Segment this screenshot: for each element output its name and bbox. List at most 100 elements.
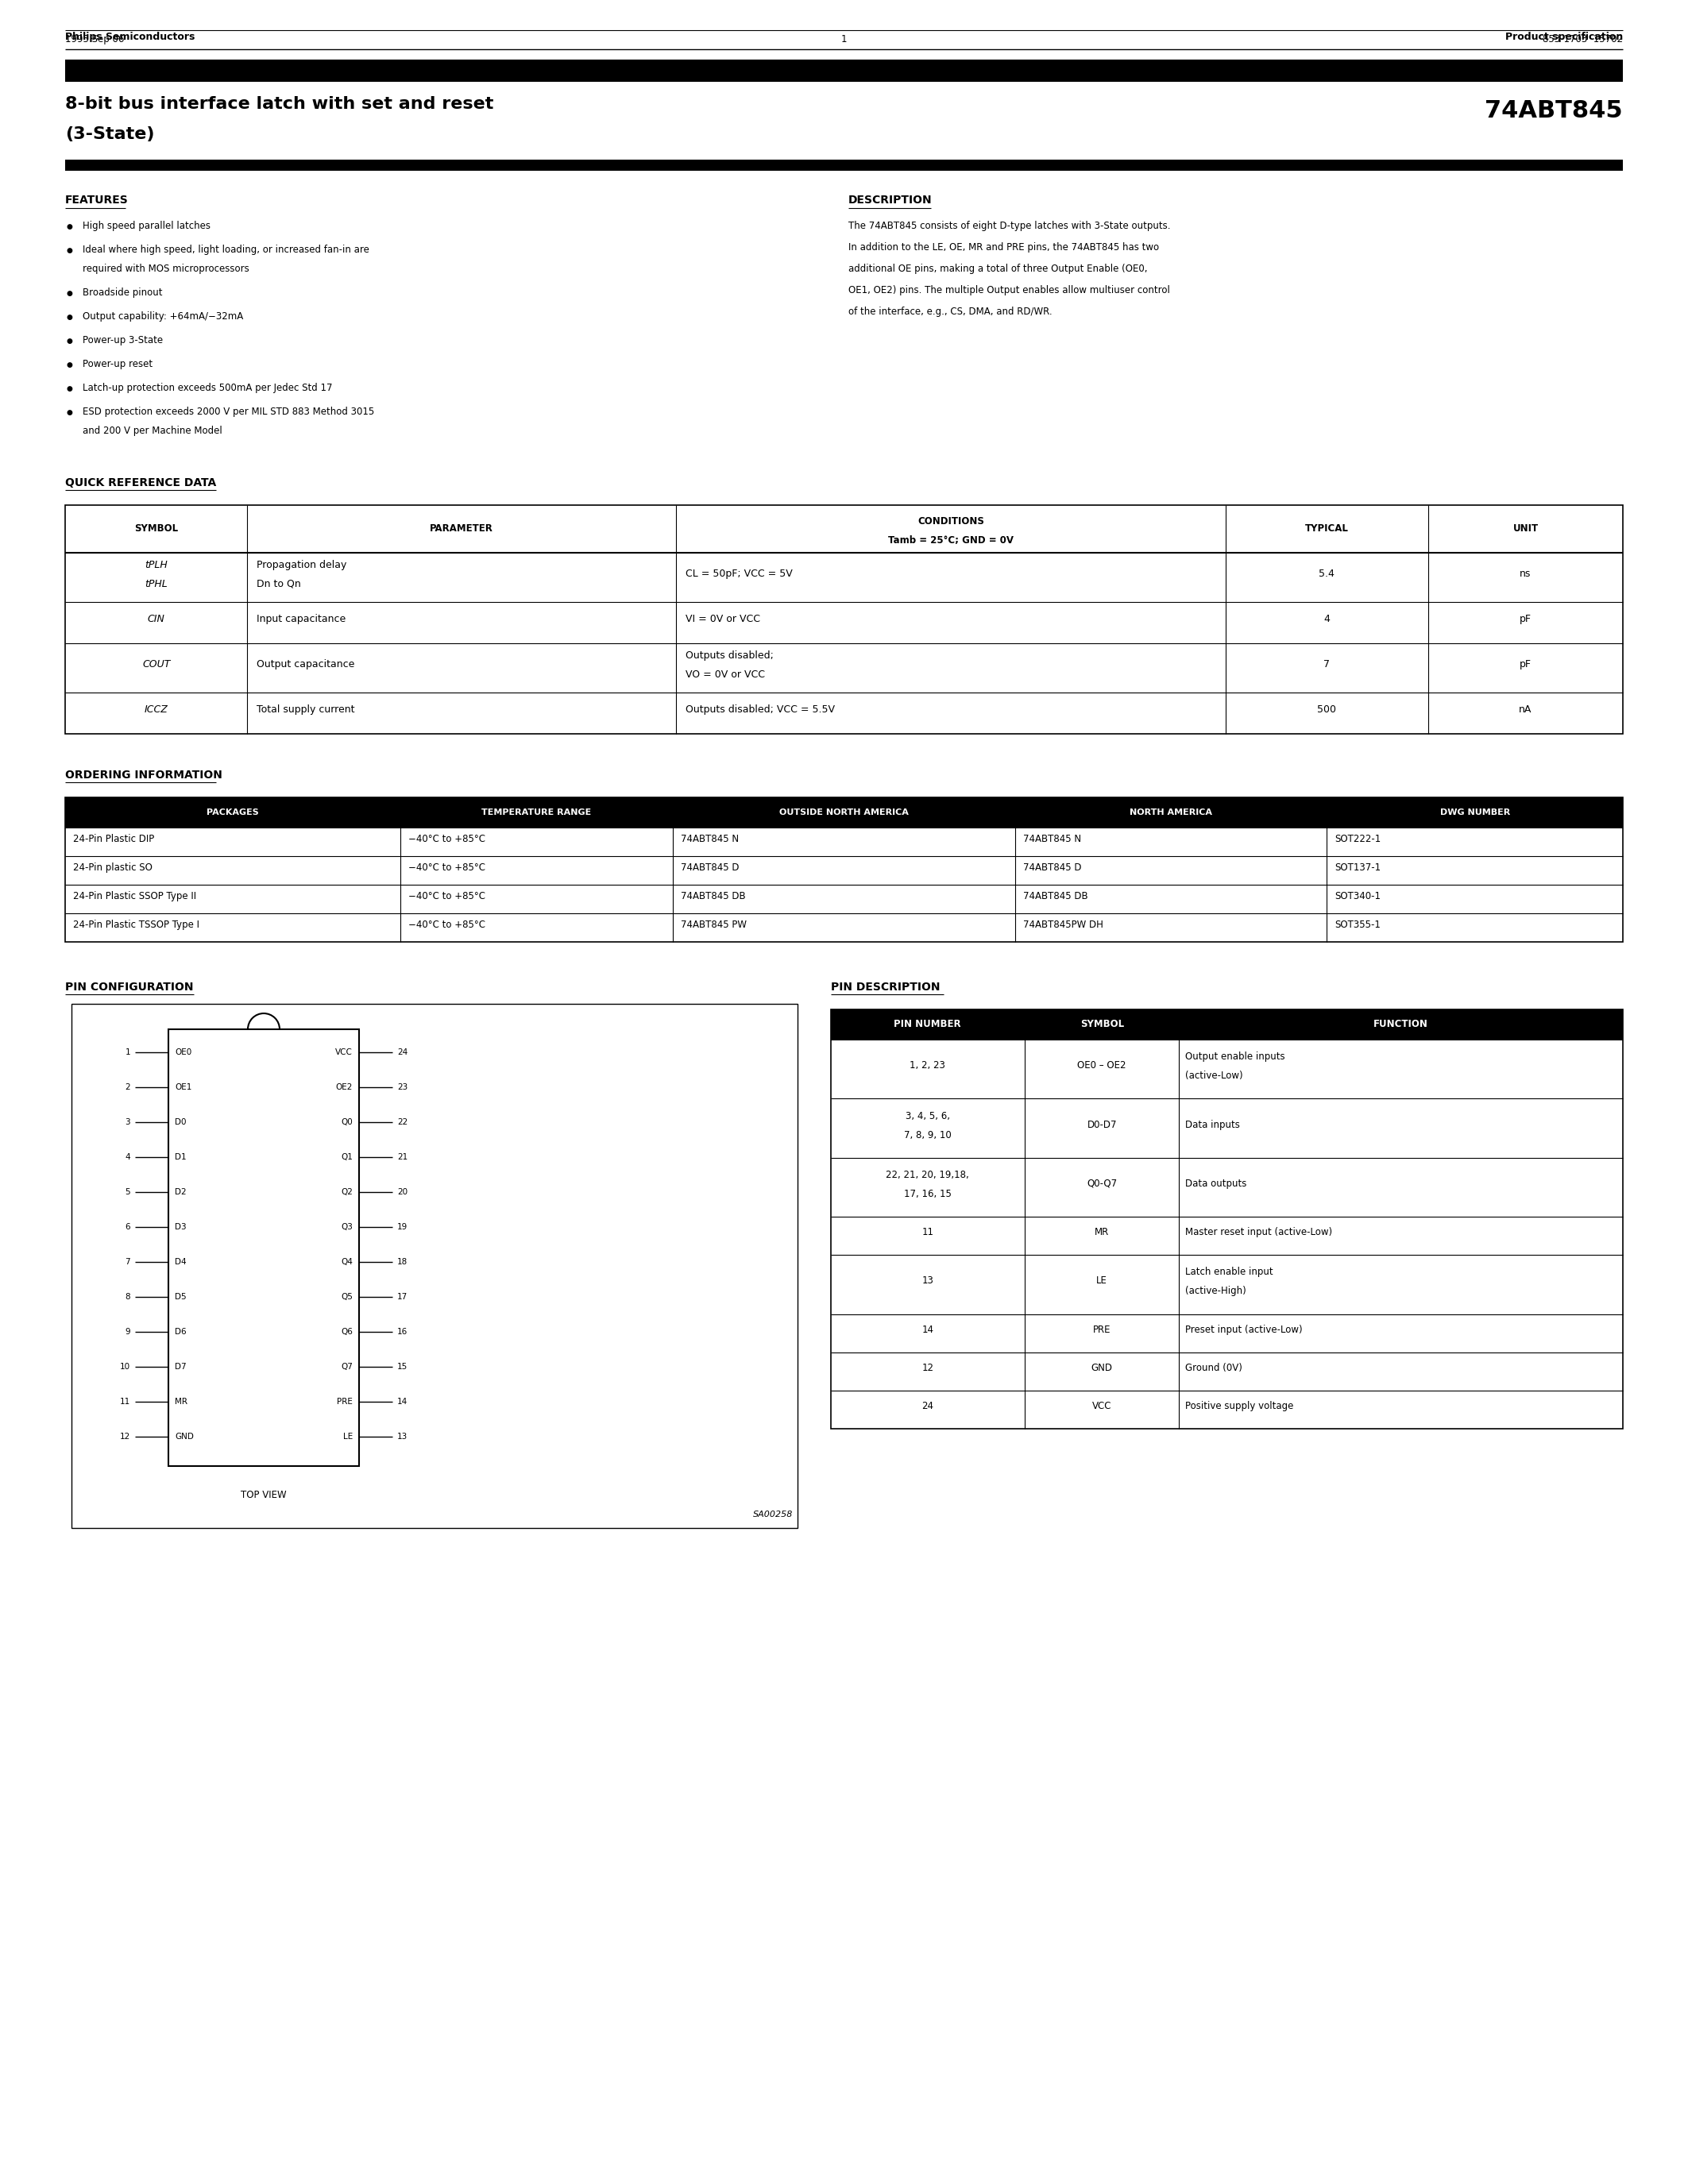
Text: (3-State): (3-State) (66, 127, 155, 142)
Text: PRE: PRE (1094, 1324, 1111, 1334)
Text: Power-up reset: Power-up reset (83, 358, 152, 369)
Text: 7: 7 (125, 1258, 130, 1265)
Text: OUTSIDE NORTH AMERICA: OUTSIDE NORTH AMERICA (780, 808, 908, 817)
Text: Q2: Q2 (341, 1188, 353, 1195)
Text: 17, 16, 15: 17, 16, 15 (903, 1188, 952, 1199)
Text: D5: D5 (176, 1293, 186, 1299)
Text: Q4: Q4 (341, 1258, 353, 1265)
Text: ●: ● (68, 384, 73, 393)
Text: Q6: Q6 (341, 1328, 353, 1334)
Text: TOP VIEW: TOP VIEW (241, 1489, 287, 1500)
Text: Q3: Q3 (341, 1223, 353, 1230)
Text: COUT: COUT (142, 660, 170, 670)
Text: Positive supply voltage: Positive supply voltage (1185, 1400, 1295, 1411)
Text: D6: D6 (176, 1328, 186, 1334)
Text: 74ABT845 N: 74ABT845 N (680, 834, 739, 845)
Text: MR: MR (176, 1398, 187, 1404)
Text: Output capability: +64mA/−32mA: Output capability: +64mA/−32mA (83, 312, 243, 321)
Text: 15: 15 (397, 1363, 408, 1369)
Text: High speed parallel latches: High speed parallel latches (83, 221, 211, 232)
Text: NORTH AMERICA: NORTH AMERICA (1129, 808, 1212, 817)
Text: 17: 17 (397, 1293, 408, 1299)
Text: PACKAGES: PACKAGES (206, 808, 258, 817)
Text: ●: ● (68, 339, 73, 345)
Text: VI = 0V or VCC: VI = 0V or VCC (685, 614, 760, 625)
Text: ●: ● (68, 247, 73, 253)
Text: ●: ● (68, 223, 73, 229)
Text: SOT222-1: SOT222-1 (1335, 834, 1381, 845)
Text: ORDERING INFORMATION: ORDERING INFORMATION (66, 769, 223, 780)
Text: pF: pF (1519, 614, 1531, 625)
Text: 1, 2, 23: 1, 2, 23 (910, 1061, 945, 1070)
Text: In addition to the LE, OE, MR and PRE pins, the 74ABT845 has two: In addition to the LE, OE, MR and PRE pi… (847, 242, 1160, 253)
Text: Propagation delay: Propagation delay (257, 559, 348, 570)
Text: DESCRIPTION: DESCRIPTION (847, 194, 932, 205)
Text: Total supply current: Total supply current (257, 705, 354, 714)
Text: 24: 24 (922, 1400, 933, 1411)
Text: 16: 16 (397, 1328, 408, 1334)
Text: 74ABT845 D: 74ABT845 D (680, 863, 739, 874)
Text: 853-1703  15702: 853-1703 15702 (1543, 35, 1622, 44)
Text: 1: 1 (125, 1048, 130, 1055)
Text: TYPICAL: TYPICAL (1305, 524, 1349, 535)
Text: Master reset input (active-Low): Master reset input (active-Low) (1185, 1227, 1332, 1238)
Text: 23: 23 (397, 1083, 408, 1090)
Text: 24-Pin plastic SO: 24-Pin plastic SO (73, 863, 152, 874)
Text: DWG NUMBER: DWG NUMBER (1440, 808, 1511, 817)
Bar (66, 797, 1622, 941)
Text: MR: MR (1096, 1227, 1109, 1238)
Text: 74ABT845 DB: 74ABT845 DB (680, 891, 746, 902)
Text: 20: 20 (397, 1188, 407, 1195)
Text: CIN: CIN (147, 614, 165, 625)
Text: 1: 1 (841, 35, 847, 44)
Text: 74ABT845 D: 74ABT845 D (1023, 863, 1082, 874)
Text: GND: GND (1090, 1363, 1112, 1374)
Text: UNIT: UNIT (1512, 524, 1538, 535)
Text: 8: 8 (125, 1293, 130, 1299)
Text: ICCZ: ICCZ (145, 705, 169, 714)
Text: Data inputs: Data inputs (1185, 1120, 1241, 1129)
Text: Q1: Q1 (341, 1153, 353, 1160)
Text: The 74ABT845 consists of eight D-type latches with 3-State outputs.: The 74ABT845 consists of eight D-type la… (847, 221, 1170, 232)
Text: 24-Pin Plastic DIP: 24-Pin Plastic DIP (73, 834, 154, 845)
Text: D0-D7: D0-D7 (1087, 1120, 1117, 1129)
Text: ns: ns (1519, 568, 1531, 579)
Text: nA: nA (1519, 705, 1533, 714)
Text: 7: 7 (1323, 660, 1330, 670)
Text: ●: ● (68, 360, 73, 369)
Text: 7, 8, 9, 10: 7, 8, 9, 10 (903, 1129, 952, 1140)
Text: D1: D1 (176, 1153, 186, 1160)
Text: Tamb = 25°C; GND = 0V: Tamb = 25°C; GND = 0V (888, 535, 1013, 546)
Text: 1995 Sep 06: 1995 Sep 06 (66, 35, 125, 44)
Text: 11: 11 (922, 1227, 933, 1238)
Text: 3: 3 (125, 1118, 130, 1125)
Bar (66, 505, 1622, 734)
Text: 8-bit bus interface latch with set and reset: 8-bit bus interface latch with set and r… (66, 96, 493, 111)
Text: SA00258: SA00258 (753, 1511, 793, 1518)
Text: 24-Pin Plastic TSSOP Type I: 24-Pin Plastic TSSOP Type I (73, 919, 199, 930)
Text: −40°C to +85°C: −40°C to +85°C (408, 863, 484, 874)
Text: VCC: VCC (336, 1048, 353, 1055)
Text: −40°C to +85°C: −40°C to +85°C (408, 834, 484, 845)
Text: D4: D4 (176, 1258, 186, 1265)
Text: SOT355-1: SOT355-1 (1335, 919, 1381, 930)
Text: 24: 24 (397, 1048, 408, 1055)
Text: Data outputs: Data outputs (1185, 1179, 1247, 1188)
Text: 4: 4 (1323, 614, 1330, 625)
Text: Q7: Q7 (341, 1363, 353, 1369)
Text: D7: D7 (176, 1363, 186, 1369)
Text: D2: D2 (176, 1188, 186, 1195)
Text: Q5: Q5 (341, 1293, 353, 1299)
Text: 500: 500 (1317, 705, 1337, 714)
Text: Input capacitance: Input capacitance (257, 614, 346, 625)
Text: 22: 22 (397, 1118, 408, 1125)
Text: (active-Low): (active-Low) (1185, 1070, 1244, 1081)
Bar (66, 59, 1622, 81)
Text: GND: GND (176, 1433, 194, 1439)
Text: Ground (0V): Ground (0V) (1185, 1363, 1242, 1374)
Text: 14: 14 (397, 1398, 408, 1404)
Text: 5.4: 5.4 (1318, 568, 1335, 579)
Text: SOT340-1: SOT340-1 (1335, 891, 1381, 902)
Text: Latch enable input: Latch enable input (1185, 1267, 1273, 1278)
Text: 21: 21 (397, 1153, 408, 1160)
